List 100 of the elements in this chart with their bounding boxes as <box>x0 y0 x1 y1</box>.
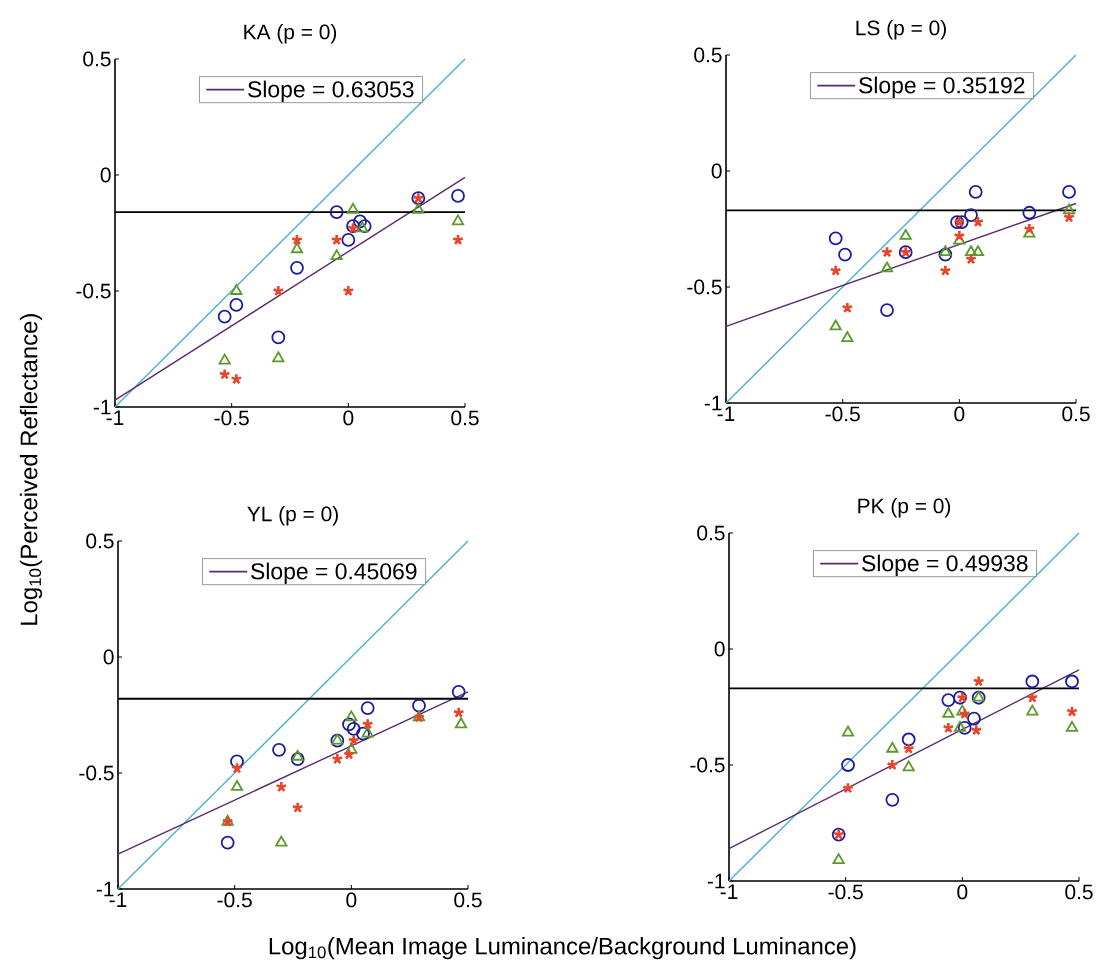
y-tick-label: -0.5 <box>687 279 722 295</box>
chart-title: KA (p = 0) <box>244 24 337 44</box>
point <box>939 245 952 257</box>
point <box>271 330 286 345</box>
point <box>290 260 304 275</box>
point <box>230 284 243 295</box>
x-tick-label: 0.5 <box>454 892 482 908</box>
point <box>838 247 852 262</box>
x-tick-label: -0.5 <box>217 892 252 908</box>
point <box>1026 704 1039 716</box>
point <box>360 701 375 715</box>
x-tick-label: 0.5 <box>451 410 479 426</box>
point <box>356 726 370 741</box>
point <box>353 214 367 229</box>
point <box>1062 203 1076 215</box>
legend-label: Slope = 0.63053 <box>248 80 414 102</box>
y-tick-label: -0.5 <box>79 765 114 781</box>
point <box>829 264 842 277</box>
point <box>217 309 232 324</box>
point <box>1065 705 1079 717</box>
point <box>451 214 465 226</box>
point <box>941 693 956 707</box>
x-axis-title: Log$_{10}$(Mean Image Luminance/Background Luminance) <box>269 937 856 960</box>
point <box>956 704 969 716</box>
point <box>942 707 955 718</box>
legend-label: Slope = 0.49938 <box>862 554 1028 576</box>
chart-title: LS (p = 0) <box>856 20 946 40</box>
point <box>230 780 244 791</box>
point <box>902 760 915 772</box>
point <box>972 675 985 687</box>
point <box>971 215 985 228</box>
y-tick-label: -0.5 <box>76 283 111 299</box>
y-axis-title: Log$_{10}$(Perceived Reflectance) <box>19 314 43 625</box>
point <box>1062 184 1076 199</box>
y-tick-label: 0.5 <box>86 533 114 549</box>
point <box>412 698 426 713</box>
point <box>880 303 894 318</box>
y-tick-label: 0 <box>711 163 722 179</box>
point <box>329 205 344 220</box>
y-tick-label: 0 <box>103 649 114 665</box>
point <box>1025 674 1040 689</box>
point <box>275 835 288 847</box>
point <box>880 245 894 258</box>
point <box>832 853 845 865</box>
y-tick-label: 0.5 <box>694 47 722 63</box>
point <box>1022 205 1037 220</box>
point <box>971 245 985 257</box>
point <box>346 202 360 214</box>
point <box>230 762 244 774</box>
point <box>841 331 854 342</box>
point <box>886 741 899 753</box>
point <box>412 202 425 214</box>
point <box>953 720 967 732</box>
y-tick-label: 0.5 <box>83 51 111 67</box>
point <box>345 710 358 722</box>
point <box>841 781 855 794</box>
x-tick-label: -0.5 <box>214 410 249 426</box>
point <box>964 208 978 222</box>
x-tick-label: 0 <box>346 892 357 908</box>
point <box>957 720 972 735</box>
y-tick-label: 0.5 <box>697 525 725 541</box>
point <box>218 353 231 365</box>
x-tick-label: 0 <box>957 884 968 900</box>
x-tick-label: -0.5 <box>828 884 863 900</box>
point <box>454 717 468 729</box>
point <box>341 233 356 247</box>
y-tick-label: -0.5 <box>690 757 725 773</box>
x-tick-label: 0.5 <box>1065 884 1093 900</box>
point <box>964 252 978 265</box>
point <box>1065 720 1079 732</box>
point <box>272 351 285 363</box>
point <box>452 706 465 719</box>
chart-title: YL (p = 0) <box>247 506 338 526</box>
legend-label: Slope = 0.45069 <box>251 562 417 584</box>
point <box>291 801 304 814</box>
point <box>451 188 465 203</box>
point <box>290 242 304 254</box>
point <box>361 726 374 738</box>
point <box>220 835 235 850</box>
point <box>901 732 916 747</box>
point <box>1062 211 1076 223</box>
point <box>829 319 842 331</box>
legend-label: Slope = 0.35192 <box>859 76 1025 98</box>
point <box>451 233 465 246</box>
point <box>347 734 360 746</box>
point <box>272 742 286 757</box>
y-tick-label: 0 <box>100 167 111 183</box>
point <box>968 184 983 199</box>
point <box>218 368 231 380</box>
chart-title: PK (p = 0) <box>858 498 951 518</box>
point <box>346 722 361 736</box>
point <box>967 711 981 726</box>
x-tick-label: 0 <box>954 406 965 422</box>
point <box>938 247 953 262</box>
point <box>229 298 244 312</box>
point <box>841 758 855 772</box>
point <box>1026 691 1039 704</box>
point <box>451 684 466 699</box>
point <box>964 245 978 257</box>
point <box>330 249 343 261</box>
